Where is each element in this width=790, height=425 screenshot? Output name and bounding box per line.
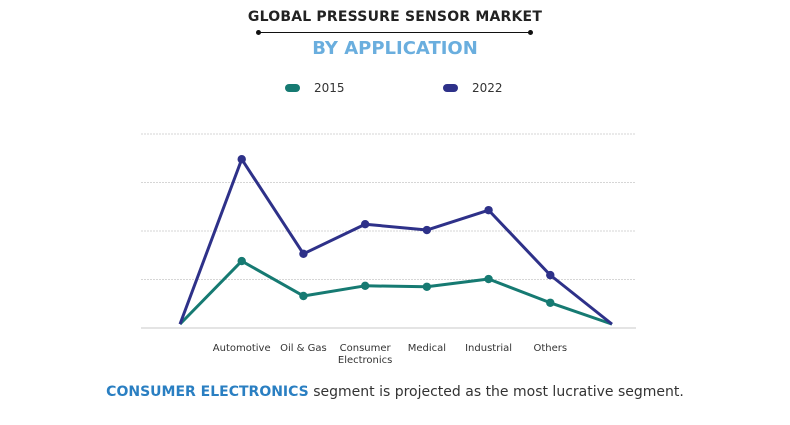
caption-highlight: CONSUMER ELECTRONICS (106, 384, 309, 400)
legend-item-2022: 2022 (443, 81, 503, 95)
x-tick-label: Consumer Electronics (338, 343, 393, 366)
series-line-2015 (178, 259, 613, 326)
x-tick-label: Industrial (465, 343, 512, 354)
data-point-2015 (422, 282, 432, 291)
data-point-2015 (360, 281, 370, 291)
data-point-2015 (546, 298, 555, 307)
title-divider (256, 30, 533, 35)
x-tick-label: Medical (408, 343, 446, 354)
series-line-2022 (178, 157, 613, 326)
data-point-2022 (546, 270, 555, 280)
data-point-2022 (237, 155, 246, 164)
legend-label: 2015 (314, 81, 345, 95)
legend-swatch (285, 84, 300, 92)
data-point-2022 (484, 205, 493, 215)
data-point-2022 (422, 225, 432, 235)
x-tick-label: Others (533, 343, 567, 354)
chart-subtitle: BY APPLICATION (312, 38, 478, 59)
data-point-2022 (360, 220, 370, 229)
chart-title: GLOBAL PRESSURE SENSOR MARKET (247, 9, 543, 25)
x-tick-label: Automotive (213, 343, 271, 354)
data-point-2015 (299, 291, 308, 301)
data-point-2015 (484, 274, 493, 284)
data-point-2015 (237, 256, 246, 266)
data-point-2022 (299, 249, 308, 258)
legend-swatch (443, 84, 458, 92)
legend-item-2015: 2015 (285, 81, 345, 95)
x-tick-label: Oil & Gas (280, 343, 327, 354)
chart-caption: CONSUMER ELECTRONICS segment is projecte… (0, 384, 790, 400)
caption-text: segment is projected as the most lucrati… (308, 384, 684, 400)
legend-label: 2022 (472, 81, 503, 95)
